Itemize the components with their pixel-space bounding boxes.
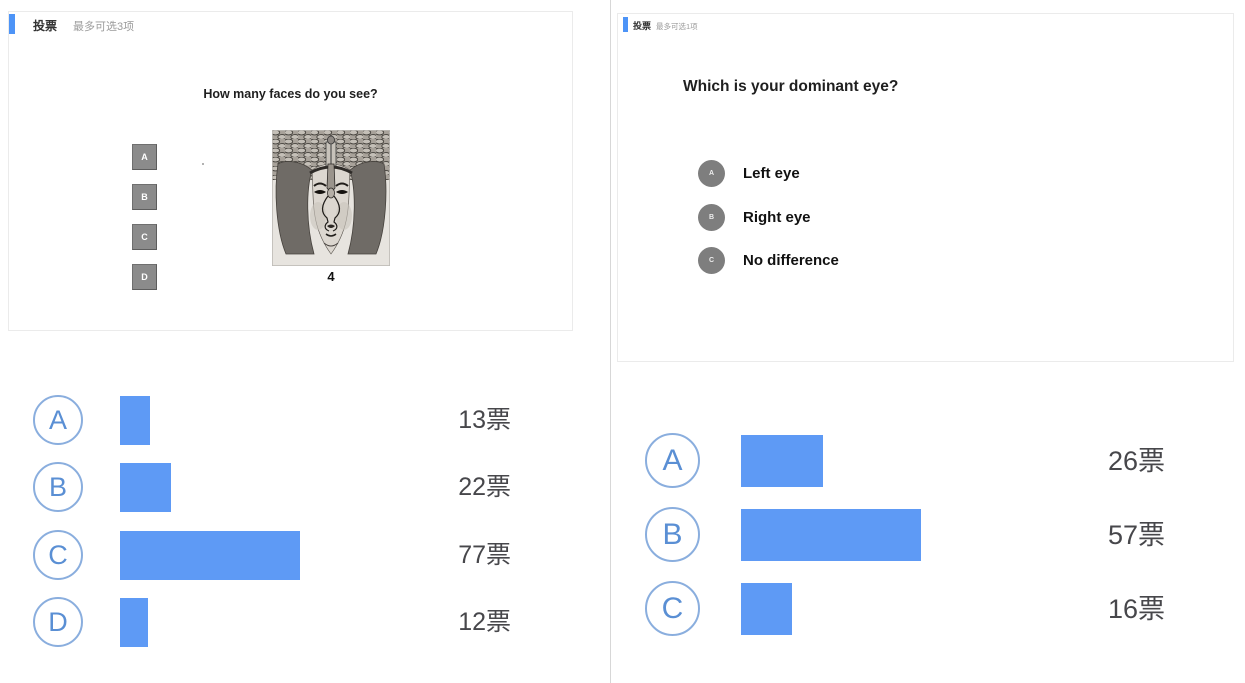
result-option-badge: C xyxy=(33,530,83,580)
result-vote-count: 77票 xyxy=(458,541,511,569)
slide-option-row: B Right eye xyxy=(698,204,811,231)
slide-option-badge: B xyxy=(698,204,725,231)
slide-option-d: D xyxy=(132,264,157,290)
slide-option-row: A Left eye xyxy=(698,160,800,187)
result-bar xyxy=(741,435,823,487)
panel-divider xyxy=(610,0,611,683)
vote-header-title: 投票 xyxy=(33,19,58,33)
slide-option-text: Right eye xyxy=(743,209,811,226)
result-bar xyxy=(741,509,921,561)
poll-panel-left: 投票 最多可选3项 How many faces do you see? A B… xyxy=(0,0,610,683)
slide-option-text: No difference xyxy=(743,252,839,269)
result-option-badge: D xyxy=(33,597,83,647)
result-vote-count: 16票 xyxy=(1107,594,1165,624)
slide-option-a: A xyxy=(132,144,157,170)
result-vote-count: 13票 xyxy=(458,406,511,434)
result-bar xyxy=(120,396,150,445)
slide-option-text: Left eye xyxy=(743,165,800,182)
result-bar xyxy=(741,583,792,635)
slide-question-title: How many faces do you see? xyxy=(203,87,378,101)
result-vote-count: 12票 xyxy=(458,608,511,636)
face-illusion-image xyxy=(272,130,390,266)
vote-accent-bar xyxy=(9,14,15,34)
result-option-badge: C xyxy=(645,581,700,636)
slide-image-caption: 4 xyxy=(327,269,335,284)
slide-option-badge: A xyxy=(698,160,725,187)
result-option-badge: B xyxy=(645,507,700,562)
slide-option-row: C No difference xyxy=(698,247,839,274)
result-option-badge: A xyxy=(645,433,700,488)
vote-accent-bar xyxy=(623,17,628,32)
slide-question-title: Which is your dominant eye? xyxy=(683,78,899,95)
result-bar xyxy=(120,463,171,512)
slide-option-b: B xyxy=(132,184,157,210)
right-slide-card: 投票 最多可选1项 Which is your dominant eye? A … xyxy=(617,13,1234,362)
slide-stray-dot xyxy=(202,163,204,165)
result-bar xyxy=(120,598,148,647)
result-option-badge: A xyxy=(33,395,83,445)
result-bar xyxy=(120,531,300,580)
result-vote-count: 26票 xyxy=(1107,446,1165,476)
poll-panel-right: 投票 最多可选1项 Which is your dominant eye? A … xyxy=(611,0,1245,683)
result-vote-count: 22票 xyxy=(458,473,511,501)
vote-limit-label: 最多可选3项 xyxy=(73,21,135,33)
result-vote-count: 57票 xyxy=(1107,520,1165,550)
vote-header-title: 投票 xyxy=(633,21,652,31)
left-slide-card: 投票 最多可选3项 How many faces do you see? A B… xyxy=(8,11,573,331)
result-option-badge: B xyxy=(33,462,83,512)
vote-limit-label: 最多可选1项 xyxy=(656,22,698,31)
slide-option-c: C xyxy=(132,224,157,250)
slide-option-badge: C xyxy=(698,247,725,274)
